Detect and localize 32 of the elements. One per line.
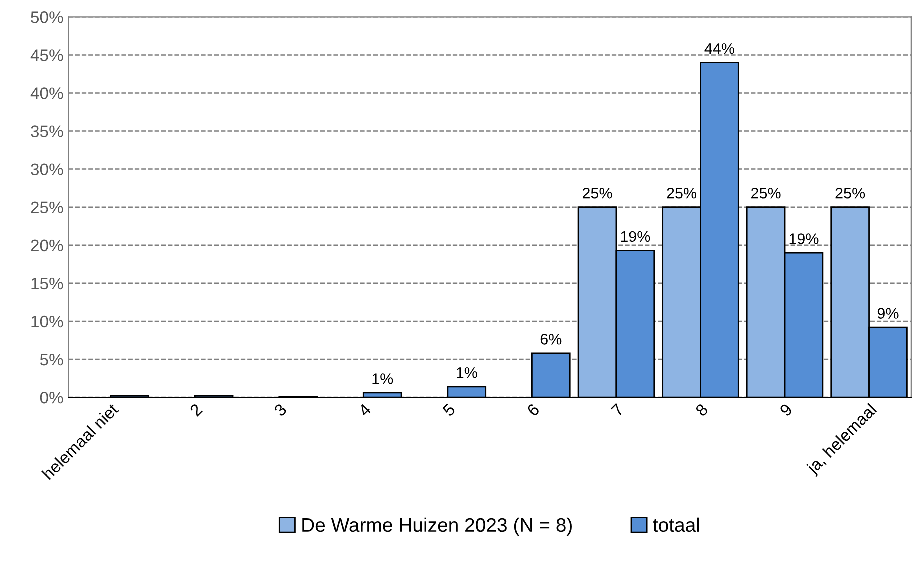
- y-tick-label: 30%: [31, 164, 64, 176]
- y-tick-label: 0%: [40, 392, 64, 404]
- data-label: 19%: [790, 234, 819, 244]
- y-tick-label: 15%: [32, 278, 64, 290]
- data-label: 44%: [704, 43, 734, 54]
- data-label: 9%: [878, 308, 899, 319]
- y-tick-label: 10%: [32, 316, 64, 328]
- x-tick-label: 2: [189, 403, 204, 417]
- x-tick-label: 6: [526, 403, 540, 418]
- x-tick-label: 3: [274, 403, 288, 418]
- data-label: 1%: [457, 368, 478, 378]
- y-tick-label: 25%: [31, 202, 64, 214]
- x-tick-label: 8: [695, 403, 709, 418]
- x-tick-label: 4: [358, 403, 372, 418]
- legend-label: De Warme Huizen 2023 (N = 8): [302, 518, 572, 536]
- y-tick-label: 40%: [30, 88, 64, 100]
- y-tick-label: 50%: [31, 12, 64, 24]
- x-tick-label: 7: [610, 403, 624, 417]
- y-tick-label: 20%: [31, 240, 64, 252]
- x-tick-label: 9: [779, 403, 794, 418]
- y-tick-label: 5%: [40, 354, 64, 366]
- data-label: 25%: [836, 188, 866, 199]
- data-label: 25%: [582, 188, 612, 199]
- data-label: 25%: [752, 188, 781, 199]
- y-tick-label: 45%: [30, 50, 64, 62]
- data-label: 6%: [540, 334, 562, 345]
- x-tick-label: 5: [442, 403, 456, 418]
- data-label: 1%: [372, 374, 394, 384]
- data-label: 25%: [667, 188, 697, 199]
- data-label: 19%: [621, 231, 650, 242]
- legend-label: totaal: [653, 518, 700, 532]
- y-tick-label: 35%: [31, 126, 64, 138]
